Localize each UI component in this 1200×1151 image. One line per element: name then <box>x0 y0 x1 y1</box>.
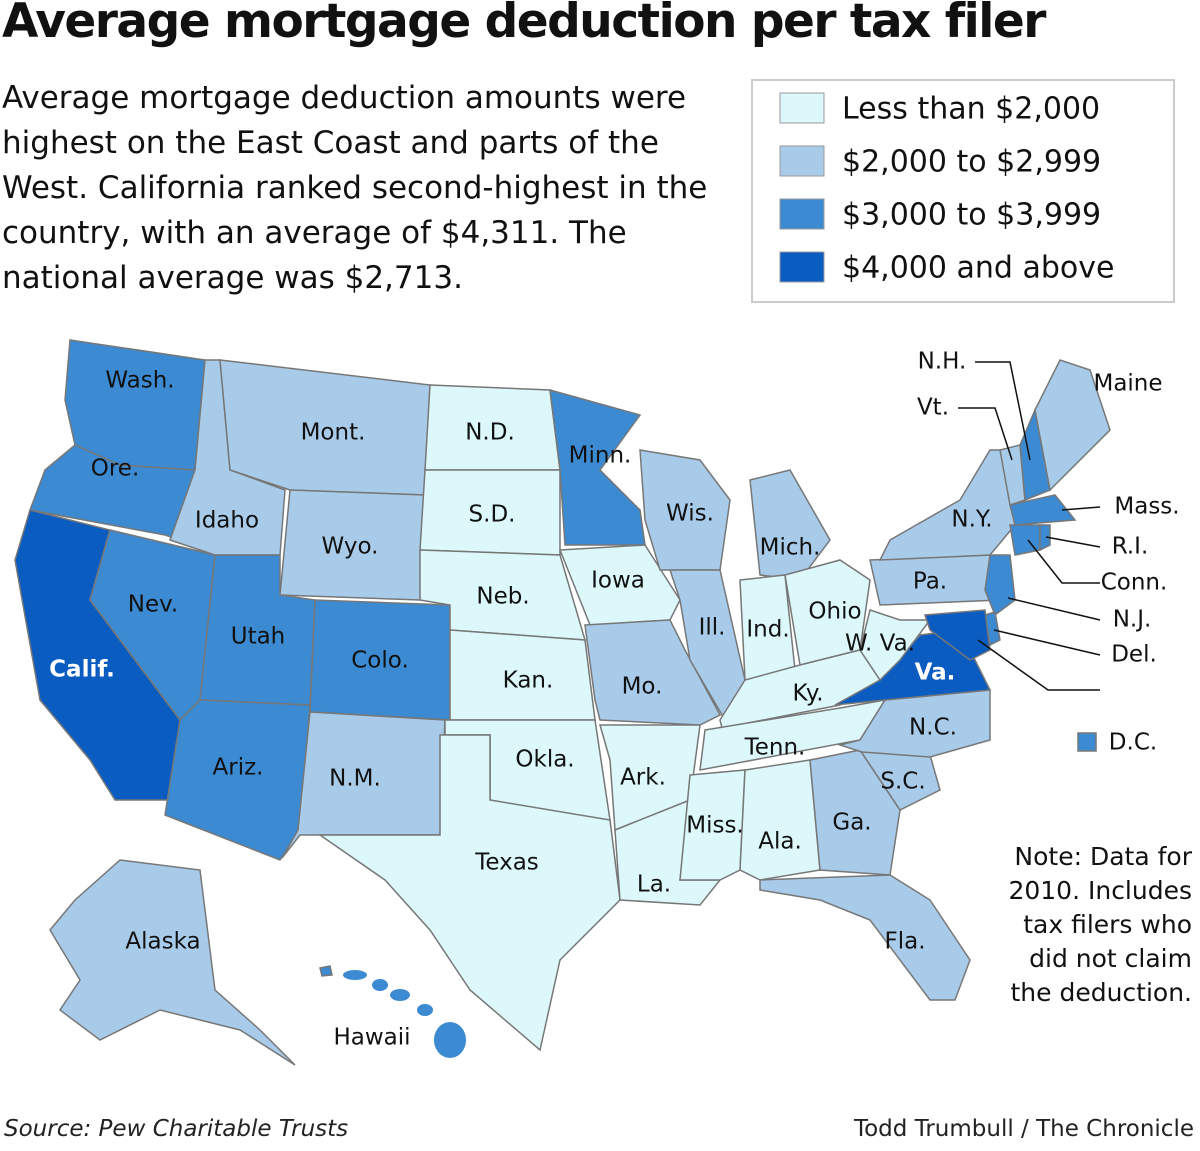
state <box>319 965 333 977</box>
state-label: D.C. <box>1109 730 1157 756</box>
state <box>343 970 367 980</box>
state <box>759 874 971 1001</box>
state-label: Va. <box>915 660 956 686</box>
state-label: Conn. <box>1101 570 1168 596</box>
state <box>49 859 296 1066</box>
state <box>1077 732 1097 752</box>
state-label: Ariz. <box>213 755 264 781</box>
state <box>923 609 991 661</box>
state-label: Mo. <box>622 674 663 700</box>
state-label: Vt. <box>917 395 949 421</box>
state <box>984 554 1016 617</box>
state <box>1034 359 1111 492</box>
state-label: N.M. <box>329 766 381 792</box>
state-label: N.C. <box>909 715 957 741</box>
state-label: Wis. <box>666 501 714 527</box>
state-label: Iowa <box>591 568 645 594</box>
state-label: N.Y. <box>951 507 992 533</box>
state <box>549 388 646 546</box>
state <box>878 449 1016 561</box>
state-label: N.D. <box>465 420 515 446</box>
state-label: Ga. <box>832 810 871 836</box>
state-label: Mass. <box>1114 494 1179 520</box>
state-label: Neb. <box>476 584 529 610</box>
state-label: Ark. <box>620 765 666 791</box>
state-label: Ala. <box>758 829 802 855</box>
state-label: Md. <box>1106 677 1154 703</box>
state <box>584 619 722 726</box>
legend: Less than $2,000 $2,000 to $2,999 $3,000 t… <box>779 92 1114 286</box>
state-label: Idaho <box>195 508 259 534</box>
state <box>739 759 821 881</box>
state-label: N.J. <box>1113 607 1152 633</box>
state <box>679 769 746 881</box>
state <box>1039 524 1051 552</box>
state-label: La. <box>637 872 671 898</box>
state-label: W. Va. <box>845 631 915 657</box>
state-label: Wash. <box>105 368 174 394</box>
leader-lines <box>958 361 1101 691</box>
state-label: R.I. <box>1112 534 1149 560</box>
legend-label: Less than $2,000 <box>842 92 1100 127</box>
state-label: Minn. <box>569 443 632 469</box>
state-label: Nev. <box>128 592 179 618</box>
state <box>372 979 388 991</box>
state <box>558 544 681 626</box>
subtitle: Average mortgage deduction amounts were … <box>2 80 708 296</box>
state-label: Ill. <box>699 615 726 641</box>
state-label: Texas <box>474 850 539 876</box>
state <box>837 689 991 758</box>
state-label: Kan. <box>503 668 554 694</box>
state-label: Calif. <box>49 657 115 683</box>
state <box>317 734 621 1052</box>
state <box>809 749 901 876</box>
state-label: Utah <box>231 624 286 650</box>
state <box>164 699 311 861</box>
state <box>434 1022 466 1058</box>
state-label: N.H. <box>918 349 967 375</box>
credit: Todd Trumbull / The Chronicle <box>853 1116 1194 1142</box>
state-labels: Wash. Ore. Calif. Nev. Idaho Mont. Wyo. Utah Col… <box>49 349 1179 1051</box>
state-label: Tenn. <box>744 735 806 761</box>
state <box>1009 494 1077 526</box>
legend-swatch <box>779 251 825 283</box>
state-label: Hawaii <box>333 1025 410 1051</box>
state-label: Okla. <box>515 747 574 773</box>
state-label: Ind. <box>746 617 789 643</box>
state-label: Del. <box>1111 642 1157 668</box>
state-label: S.D. <box>469 502 516 528</box>
state-label: Wyo. <box>322 534 379 560</box>
state-label: Colo. <box>351 648 409 674</box>
legend-label: $3,000 to $3,999 <box>842 198 1101 233</box>
state-label: Pa. <box>913 569 947 595</box>
legend-swatch <box>779 198 825 230</box>
state-label: Mont. <box>301 420 366 446</box>
title: Average mortgage deduction per tax filer <box>2 0 1046 49</box>
legend-label: $2,000 to $2,999 <box>842 145 1101 180</box>
state-label: Fla. <box>884 929 925 955</box>
state-label: Ore. <box>91 456 140 482</box>
state-label: Maine <box>1093 371 1162 397</box>
legend-label: $4,000 and above <box>842 251 1114 286</box>
legend-swatch <box>779 92 825 124</box>
state <box>749 469 831 581</box>
state <box>784 559 871 666</box>
state-label: Alaska <box>125 929 200 955</box>
state <box>390 989 410 1001</box>
state-label: Mich. <box>760 535 821 561</box>
legend-swatch <box>779 145 825 177</box>
states <box>14 339 1111 1066</box>
state-label: Miss. <box>686 813 744 839</box>
state-label: S.C. <box>880 769 925 795</box>
state-label: Ky. <box>792 681 823 707</box>
state <box>417 1004 433 1016</box>
note: Note: Data for 2010. Includes tax filers… <box>1008 842 1192 1007</box>
source: Source: Pew Charitable Trusts <box>4 1116 349 1142</box>
state-label: Ohio <box>808 599 861 625</box>
